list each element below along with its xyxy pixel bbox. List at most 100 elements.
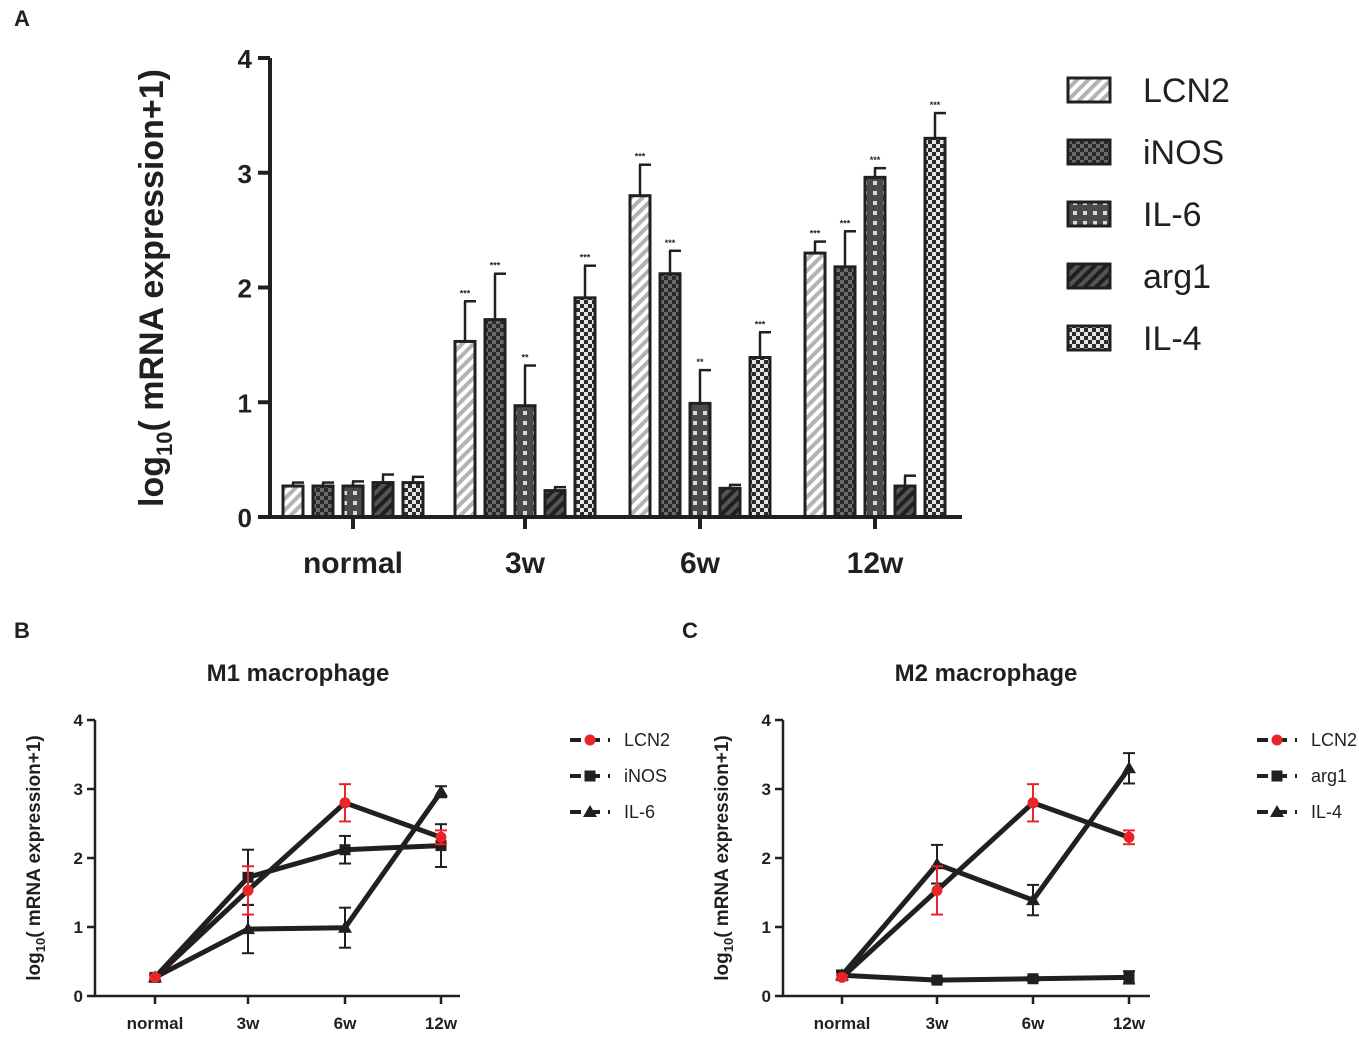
chart-c-point-il-4-6w (1026, 893, 1040, 906)
chart-b-line-inos (153, 843, 442, 980)
significance-label: *** (580, 253, 591, 263)
bar-a-il-4-normal (401, 481, 425, 519)
chart-b-point-il-6-12w (434, 784, 448, 797)
chart-c-line-il-4 (840, 766, 1132, 977)
bar-a-lcn2-6w (628, 194, 652, 519)
chart-b-ytick-label: 3 (74, 780, 83, 799)
chart-c-point-il-4-12w (1122, 761, 1136, 774)
chart-c-ytick-label: 3 (762, 780, 771, 799)
chart-b-line-il-6 (153, 790, 444, 980)
chart-a-ytick-label: 3 (238, 159, 252, 189)
legend-swatch-il-4 (1066, 324, 1112, 352)
legend-label-inos: iNOS (1143, 134, 1224, 172)
panel-label-a: A (14, 6, 30, 31)
bar-a-inos-6w (658, 272, 682, 519)
chart-b-point-lcn2-12w (435, 831, 447, 843)
chart-c-point-lcn2-12w (1123, 831, 1135, 843)
chart-c-line-lcn2 (840, 800, 1130, 980)
bar-a-il-6-12w (863, 175, 887, 519)
chart-c-xtick-label: normal (814, 1014, 871, 1033)
chart-b-xtick-label: 6w (334, 1014, 357, 1033)
chart-b-ylabel: log10( mRNA expression+1) (24, 735, 48, 981)
bar-a-inos-normal (311, 484, 335, 519)
chart-c-point-lcn2-6w (1027, 797, 1039, 809)
legend-swatch-inos (1066, 138, 1112, 166)
chart-b-point-il-6-3w (241, 922, 255, 935)
significance-label: *** (635, 152, 646, 162)
legend-swatch-il-6 (1066, 200, 1112, 228)
chart-b-legend-label-inos: iNOS (624, 766, 667, 786)
chart-c-legend-marker-il-4 (1270, 805, 1284, 817)
chart-c-point-lcn2-normal (836, 971, 848, 983)
chart-b-legend-marker-il-6 (583, 805, 597, 817)
significance-label: *** (840, 218, 851, 228)
chart-a-ytick-label: 0 (238, 503, 252, 533)
significance-label: *** (490, 261, 501, 271)
chart-c-ytick-label: 0 (762, 987, 771, 1006)
chart-b: 0 1 2 3 4 normal 3w 6w 12w log10( mRNA expression… (24, 711, 670, 1033)
chart-b-line-lcn2 (153, 800, 442, 980)
bar-a-arg1-3w (543, 489, 567, 519)
chart-b-xtick-label: 3w (237, 1014, 260, 1033)
chart-a-ytick-label: 1 (238, 388, 252, 418)
chart-b-point-il-6-6w (338, 920, 352, 933)
chart-c-legend-label-lcn2: LCN2 (1311, 730, 1357, 750)
legend-label-arg1: arg1 (1143, 258, 1211, 296)
chart-b-legend-marker-inos (584, 770, 596, 782)
legend-swatch-arg1 (1066, 262, 1112, 290)
chart-b-point-inos-6w (339, 844, 351, 856)
bar-a-il-4-6w (748, 355, 772, 519)
chart-c-point-arg1-6w (1027, 973, 1039, 985)
chart-a-ytick-label: 4 (238, 44, 253, 74)
chart-c-ylabel: log10( mRNA expression+1) (712, 735, 736, 981)
chart-c-legend-marker-lcn2 (1271, 734, 1283, 746)
bar-a-il-4-12w (923, 136, 947, 519)
chart-c-xtick-label: 12w (1113, 1014, 1146, 1033)
chart-a-xtick-label: 12w (847, 547, 904, 580)
bar-a-il-6-6w (688, 401, 712, 519)
bar-a-arg1-normal (371, 481, 395, 519)
bar-a-arg1-6w (718, 486, 742, 519)
bar-a-il-6-3w (513, 404, 537, 519)
bar-a-il-6-normal (341, 484, 365, 519)
chart-b-ytick-label: 2 (74, 849, 83, 868)
chart-c: 0 1 2 3 4 normal 3w 6w 12w log10( mRNA expression… (712, 711, 1357, 1033)
significance-label: *** (460, 288, 471, 298)
bar-a-arg1-12w (893, 484, 917, 519)
chart-c-legend-label-arg1: arg1 (1311, 766, 1347, 786)
legend-label-il-4: IL-4 (1143, 320, 1202, 358)
chart-b-ytick-label: 0 (74, 987, 83, 1006)
chart-b-point-inos-12w (435, 840, 447, 852)
bar-a-lcn2-12w (803, 251, 827, 519)
chart-b-ytick-label: 1 (74, 918, 83, 937)
significance-label: ** (696, 357, 704, 367)
bar-a-lcn2-3w (453, 339, 477, 519)
bar-a-lcn2-normal (281, 484, 305, 519)
chart-c-point-lcn2-3w (931, 884, 943, 896)
chart-b-legend-label-il-6: IL-6 (624, 802, 655, 822)
chart-c-point-arg1-12w (1123, 971, 1135, 983)
chart-c-title: M2 macrophage (894, 660, 1078, 687)
chart-a-ylabel: log10( mRNA expression+1) (133, 69, 177, 507)
chart-c-xtick-label: 6w (1022, 1014, 1045, 1033)
chart-a-xtick-label: 3w (505, 547, 546, 580)
chart-c-xtick-label: 3w (926, 1014, 949, 1033)
chart-c-point-arg1-3w (931, 974, 943, 986)
chart-b-point-lcn2-3w (242, 884, 254, 896)
chart-a-ytick-label: 2 (238, 274, 252, 304)
significance-label: *** (870, 155, 881, 165)
bar-a-inos-12w (833, 265, 857, 519)
legend-label-lcn2: LCN2 (1143, 72, 1230, 110)
chart-b-xtick-label: 12w (425, 1014, 458, 1033)
significance-label: *** (755, 319, 766, 329)
chart-c-line-arg1 (841, 972, 1130, 983)
chart-b-legend-marker-lcn2 (584, 734, 596, 746)
chart-c-ytick-label: 1 (762, 918, 771, 937)
chart-b-xtick-label: normal (127, 1014, 184, 1033)
chart-b-point-lcn2-6w (339, 797, 351, 809)
chart-c-ytick-label: 2 (762, 849, 771, 868)
significance-label: *** (810, 229, 821, 239)
chart-b-point-lcn2-normal (149, 971, 161, 983)
legend-label-il-6: IL-6 (1143, 196, 1202, 234)
